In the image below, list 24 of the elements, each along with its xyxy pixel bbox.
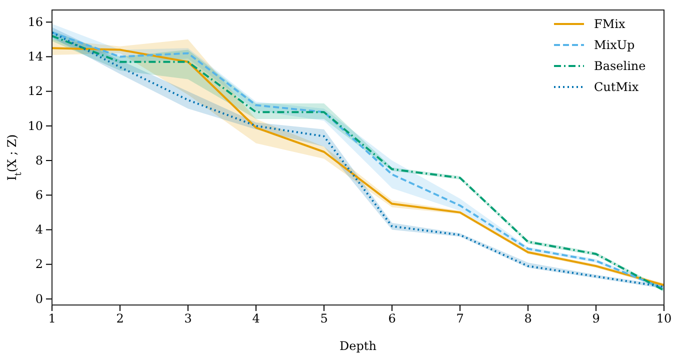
y-tick-label: 10 <box>28 118 43 133</box>
x-tick-label: 3 <box>184 312 192 326</box>
legend-label: Baseline <box>594 59 646 73</box>
x-tick-label: 7 <box>456 312 464 326</box>
legend-label: FMix <box>594 17 626 31</box>
x-tick-label: 4 <box>252 312 260 326</box>
y-tick-label: 2 <box>35 257 43 272</box>
y-tick-label: 8 <box>35 153 43 168</box>
x-tick-label: 5 <box>320 312 328 326</box>
legend-label: MixUp <box>594 38 636 52</box>
x-tick-label: 6 <box>388 312 396 326</box>
y-tick-label: 14 <box>28 50 44 64</box>
y-tick-label: 6 <box>35 188 43 202</box>
y-tick-label: 0 <box>35 292 43 306</box>
y-tick-label: 4 <box>35 222 44 237</box>
x-tick-label: 1 <box>48 312 56 326</box>
y-tick-label: 12 <box>28 84 43 98</box>
x-tick-label: 9 <box>592 312 600 326</box>
legend-label: CutMix <box>594 80 639 94</box>
x-tick-label: 10 <box>656 312 672 326</box>
x-axis-title: Depth <box>340 339 377 353</box>
x-tick-label: 2 <box>116 312 124 326</box>
x-tick-label: 8 <box>524 312 532 326</box>
y-tick-label: 16 <box>28 14 43 29</box>
